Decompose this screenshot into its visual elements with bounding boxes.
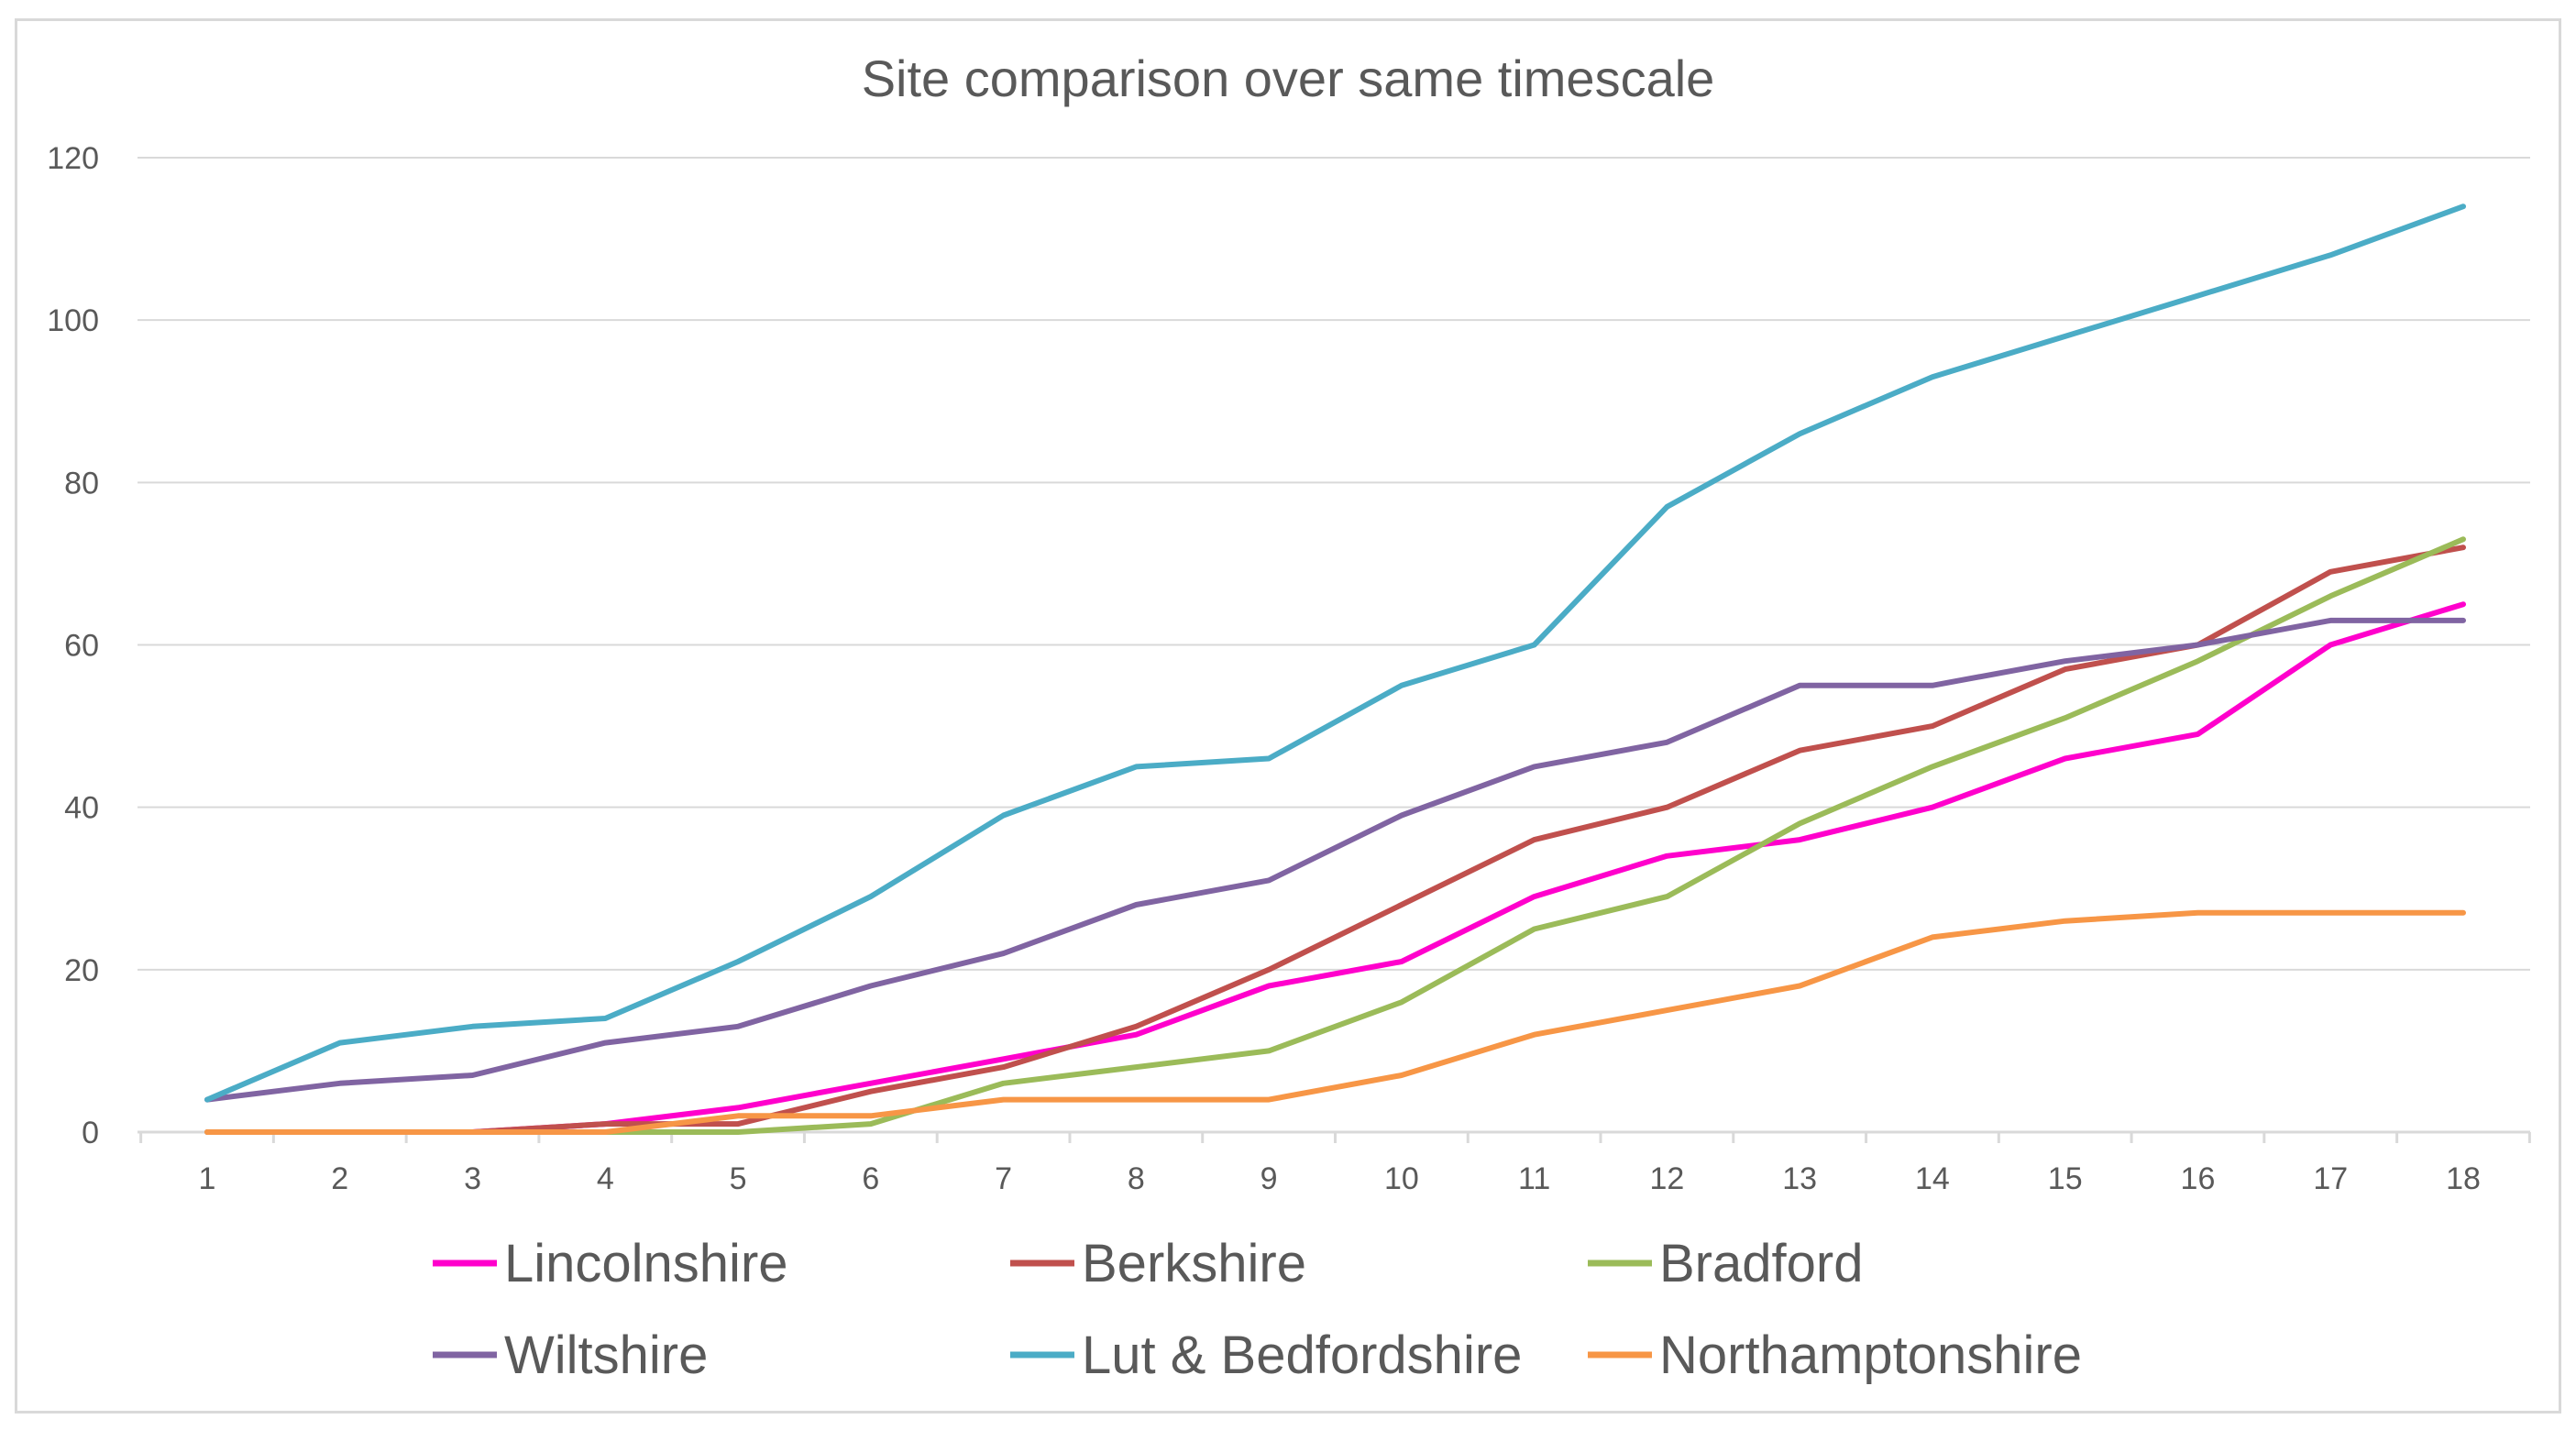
y-tick-label: 40: [64, 791, 99, 826]
legend-item: Bradford: [1588, 1234, 1863, 1293]
x-tick-label: 1: [199, 1161, 216, 1196]
legend-item: Lut & Bedfordshire: [1010, 1326, 1522, 1385]
x-tick-label: 16: [2181, 1161, 2216, 1196]
y-tick-label: 60: [64, 629, 99, 664]
legend: Lincolnshire Berkshire Bradford Wiltshire Lu…: [433, 1234, 2082, 1385]
chart-title: Site comparison over same timescale: [862, 50, 1715, 107]
x-tick-label: 11: [1518, 1161, 1550, 1196]
x-tick-label: 10: [1384, 1161, 1419, 1196]
x-tick-label: 8: [1128, 1161, 1145, 1196]
x-tick-label: 3: [464, 1161, 481, 1196]
series-line-berkshire: [204, 544, 2466, 1135]
legend-item: Northamptonshire: [1588, 1326, 2082, 1385]
legend-label: Wiltshire: [504, 1326, 708, 1385]
x-tick-label: 6: [862, 1161, 879, 1196]
x-tick-label: 17: [2313, 1161, 2348, 1196]
series-line-northamptonshire: [204, 909, 2466, 1135]
legend-item: Lincolnshire: [433, 1234, 788, 1293]
x-tick-label: 4: [597, 1161, 614, 1196]
y-tick-label: 120: [47, 141, 99, 176]
y-tick-label: 80: [64, 466, 99, 500]
series-lines: [204, 204, 2466, 1135]
x-tick-label: 12: [1649, 1161, 1684, 1196]
x-tick-label: 18: [2446, 1161, 2481, 1196]
y-tick-label: 100: [47, 303, 99, 338]
series-line-wiltshire: [204, 617, 2466, 1103]
chart-area: [15, 18, 2561, 1414]
series-line-lut-bedfordshire: [204, 204, 2466, 1103]
gridlines: [138, 157, 2530, 971]
legend-label: Bradford: [1659, 1234, 1863, 1293]
legend-item: Wiltshire: [433, 1326, 708, 1385]
y-tick-label: 0: [82, 1116, 99, 1150]
legend-label: Northamptonshire: [1659, 1326, 2082, 1385]
legend-item: Berkshire: [1010, 1234, 1306, 1293]
legend-label: Berkshire: [1082, 1234, 1306, 1293]
x-tick-label: 9: [1260, 1161, 1278, 1196]
legend-label: Lut & Bedfordshire: [1082, 1326, 1522, 1385]
series-line-lincolnshire: [204, 601, 2466, 1135]
x-tick-label: 7: [995, 1161, 1012, 1196]
x-tick-label: 15: [2048, 1161, 2083, 1196]
x-tick-label: 5: [730, 1161, 747, 1196]
series-line-bradford: [204, 536, 2466, 1135]
x-tick-label: 2: [331, 1161, 348, 1196]
legend-label: Lincolnshire: [504, 1234, 788, 1293]
x-tick-label: 13: [1782, 1161, 1817, 1196]
y-tick-label: 20: [64, 953, 99, 988]
x-tick-label: 14: [1915, 1161, 1950, 1196]
